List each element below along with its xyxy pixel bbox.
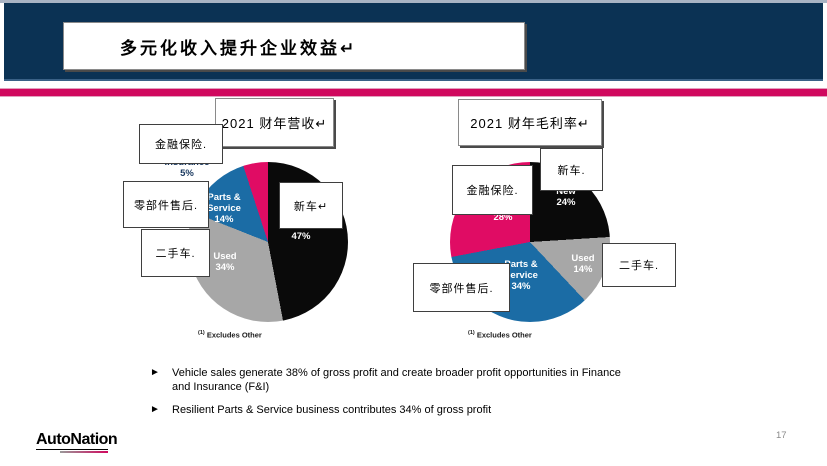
footnote-gross-margin: (1) Excludes Other — [468, 330, 532, 340]
bullet-triangle-icon: ► — [150, 367, 160, 378]
footnote-gross-margin-sup: (1) — [468, 330, 475, 336]
chart-title-revenue: 2021 财年营收↵ — [215, 98, 334, 147]
overlay-margin-new-text: 新车. — [557, 164, 586, 177]
overlay-box-margin-new: 新车. — [540, 148, 603, 191]
overlay-margin-used-text: 二手车. — [618, 260, 660, 272]
slice-label-revenue-used: Used 34% — [213, 251, 237, 273]
logo-underline — [36, 449, 108, 450]
overlay-box-revenue-used: 二手车. — [141, 229, 210, 277]
overlay-box-margin-fi: 金融保险. — [452, 165, 533, 215]
accent-stripe — [0, 88, 827, 97]
page-number: 17 — [776, 430, 787, 441]
slice-label-margin-fi: 28% — [493, 212, 513, 223]
slice-label-revenue-parts: Parts & Service 14% — [207, 192, 241, 225]
footnote-revenue: (1) Excludes Other — [198, 330, 262, 340]
bullet-triangle-icon: ► — [150, 404, 160, 415]
overlay-revenue-used-text: 二手车. — [155, 248, 196, 260]
overlay-box-revenue-parts: 零部件售后. — [123, 181, 209, 228]
bullet-item: ► Vehicle sales generate 38% of gross pr… — [150, 366, 680, 394]
bullet-item: ► Resilient Parts & Service business con… — [150, 403, 680, 417]
chart-title-gross-margin: 2021 财年毛利率↵ — [458, 99, 602, 146]
bullet-text: Resilient Parts & Service business contr… — [172, 404, 492, 416]
footnote-revenue-text: Excludes Other — [206, 330, 262, 340]
bullet-text: Vehicle sales generate 38% of gross prof… — [172, 367, 621, 393]
footnote-gross-margin-text: Excludes Other — [476, 330, 532, 340]
slice-label-margin-used: Used 14% — [571, 253, 595, 275]
overlay-margin-parts-text: 零部件售后. — [429, 282, 494, 295]
slice-label-revenue-new: 47% — [291, 231, 311, 242]
overlay-box-revenue-fi: 金融保险. — [139, 124, 223, 164]
slide-title-box: 多元化收入提升企业效益↵ — [63, 22, 525, 70]
bullet-list: ► Vehicle sales generate 38% of gross pr… — [150, 366, 680, 426]
slice-label-margin-new: New 24% — [556, 186, 576, 208]
overlay-box-revenue-new: 新车↵ — [279, 182, 343, 229]
overlay-revenue-fi-text: 金融保险. — [154, 139, 208, 151]
slide-title: 多元化收入提升企业效益↵ — [120, 38, 358, 58]
logo-swoosh — [60, 451, 108, 453]
overlay-margin-fi-text: 金融保险. — [466, 185, 519, 197]
autonation-logo: AutoNation — [36, 431, 118, 453]
overlay-revenue-parts-text: 零部件售后. — [133, 199, 199, 212]
overlay-box-margin-used: 二手车. — [602, 243, 676, 287]
footnote-revenue-sup: (1) — [198, 330, 205, 336]
slice-label-margin-parts: Parts & Service 34% — [504, 259, 538, 292]
chart-title-gross-margin-text: 2021 财年毛利率↵ — [470, 116, 590, 131]
overlay-revenue-new-text: 新车↵ — [293, 200, 329, 213]
top-hairline — [0, 0, 827, 3]
overlay-box-margin-parts: 零部件售后. — [413, 263, 510, 312]
autonation-logo-text: AutoNation — [36, 431, 118, 448]
chart-title-revenue-text: 2021 财年营收↵ — [221, 116, 328, 131]
